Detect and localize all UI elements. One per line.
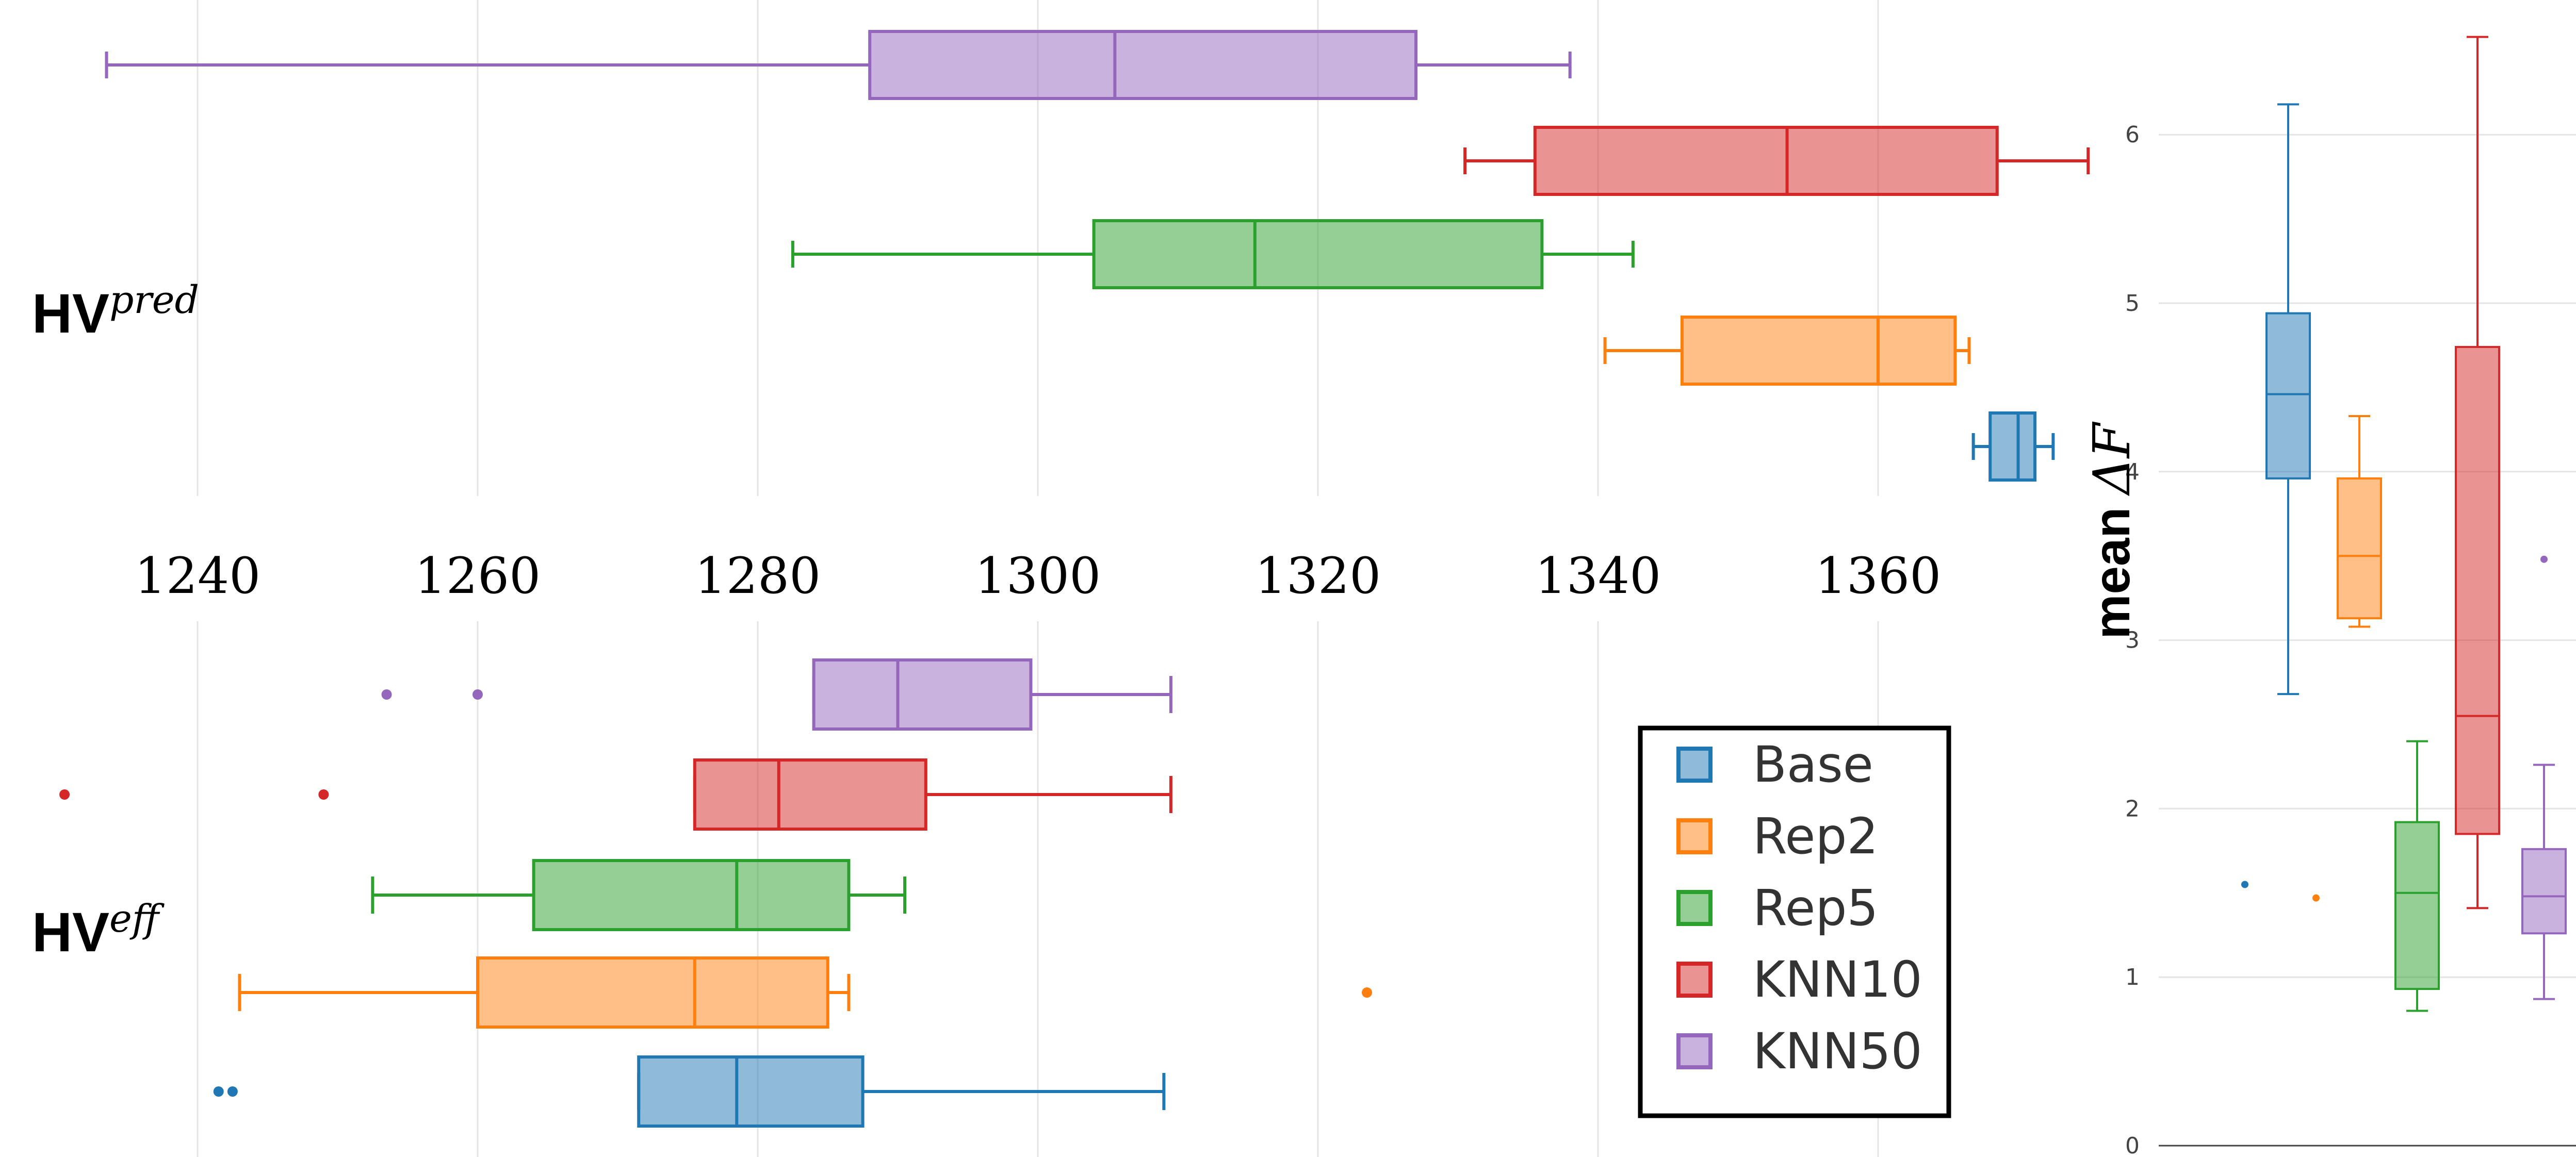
hv-eff-knn10-outlier-1 [318,789,329,800]
hv-pred-x-tick-1240: 1240 [135,547,260,605]
mean-delta-f-y-tick-6: 6 [2125,122,2140,148]
mean-delta-f-gridlines [2159,134,2576,978]
mean-delta-f-ylabel-math: ΔF [2083,421,2142,497]
hv-pred-label-base: HV [32,282,109,344]
legend-label-rep5: Rep5 [1753,879,1878,937]
legend-swatch-rep2 [1676,818,1713,854]
mean-delta-f-base-outlier-0 [2241,881,2248,888]
hv-pred-x-tick-1320: 1320 [1255,547,1381,605]
legend-swatch-base [1676,747,1713,783]
hv-pred-label-sup: pred [109,278,199,322]
hv-eff-label-sup: eff [109,897,165,941]
mean-delta-f-y-tick-3: 3 [2125,627,2140,654]
hv-eff-rep2-box [476,956,829,1029]
mean-delta-f-y-tick-1: 1 [2125,964,2140,990]
hv-eff-knn50-box [812,658,1033,731]
hv-pred-panel: 1240 1260 1280 1300 1320 1340 1360 HVpred [32,0,2090,605]
legend-swatch-knn10 [1676,962,1713,998]
hv-pred-x-tick-1340: 1340 [1535,547,1661,605]
mean-delta-f-y-ticks: 0 1 2 3 4 5 6 [2125,122,2140,1157]
hv-eff-rep5-box [532,859,851,931]
mean-delta-f-y-tick-4: 4 [2125,459,2140,485]
mean-delta-f-ylabel-word: mean [2083,507,2140,639]
legend-swatch-knn50 [1676,1033,1713,1069]
hv-eff-base-outlier-1 [227,1086,238,1097]
mean-delta-f-base-box [2265,312,2311,480]
mean-delta-f-knn50-outlier-0 [2540,555,2548,563]
hv-pred-x-tick-1260: 1260 [415,547,541,605]
hv-eff-base-outlier-0 [213,1086,224,1097]
mean-delta-f-y-tick-2: 2 [2125,796,2140,822]
mean-delta-f-boxes [2241,36,2567,1012]
legend: Base Rep2 Rep5 KNN10 KNN50 [1638,725,1951,1118]
hv-eff-knn50-outlier-1 [472,689,483,700]
hv-eff-label: HVeff [32,897,165,963]
hv-eff-panel: HVeff [32,621,1879,1157]
hv-eff-knn50-outlier-0 [381,689,392,700]
mean-delta-f-ylabel: mean ΔF [2083,421,2142,639]
legend-label-base: Base [1753,736,1873,794]
hv-pred-label: HVpred [32,278,199,344]
hv-eff-knn10-box [693,758,927,831]
legend-swatch-rep5 [1676,890,1713,926]
mean-delta-f-knn50-box [2521,848,2567,935]
mean-delta-f-y-tick-5: 5 [2125,290,2140,317]
mean-delta-f-panel: 0 1 2 3 4 5 6 mean ΔF [2083,36,2576,1157]
hv-pred-x-tick-1360: 1360 [1815,547,1941,605]
mean-delta-f-ylabel-space [2085,494,2141,507]
hv-pred-x-tick-1300: 1300 [975,547,1101,605]
mean-delta-f-rep2-box [2337,477,2382,620]
mean-delta-f-rep5-box [2394,821,2440,990]
hv-pred-rep5-box [1092,219,1544,289]
legend-label-rep2: Rep2 [1753,807,1878,865]
hv-eff-knn10-outlier-0 [59,789,70,800]
hv-eff-base-box [637,1055,865,1128]
hv-eff-rep2-outlier-0 [1362,987,1373,998]
legend-label-knn10: KNN10 [1753,951,1922,1009]
mean-delta-f-knn10-box [2455,345,2500,835]
hv-eff-label-base: HV [32,901,109,963]
mean-delta-f-y-tick-0: 0 [2125,1133,2140,1157]
hv-pred-x-tick-1280: 1280 [695,547,821,605]
hv-pred-knn10-box [1533,126,1999,196]
legend-label-knn50: KNN50 [1753,1022,1922,1080]
hv-pred-x-ticks: 1240 1260 1280 1300 1320 1340 1360 [135,547,1941,605]
hv-eff-boxes [59,658,1373,1128]
hv-pred-knn50-box [868,30,1418,100]
mean-delta-f-rep2-outlier-0 [2312,894,2320,902]
hv-pred-base-box [1988,411,2037,482]
hv-pred-rep2-box [1680,316,1957,386]
hv-pred-boxes [105,30,2090,482]
legend-items: Base Rep2 Rep5 KNN10 KNN50 [1676,736,1922,1080]
